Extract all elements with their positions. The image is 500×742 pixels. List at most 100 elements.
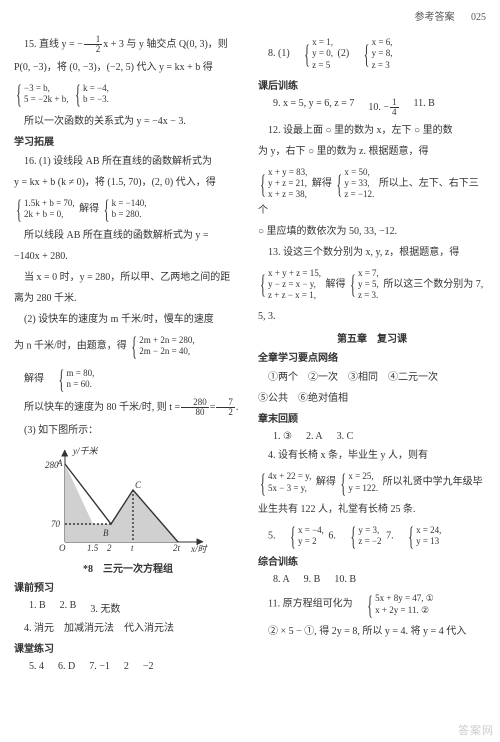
ans-7a: 7. −1 <box>89 661 110 672</box>
brace-4: 4x + 22 = y,5x − 3 = y, <box>260 471 311 494</box>
xtick-t: t <box>131 543 134 553</box>
ans-11: 11. B <box>414 98 435 117</box>
distance-chart: y/千米 x/时 280 70 O 1.5 2 t 2t A B C <box>43 444 213 554</box>
ans-zh8: 8. A <box>273 574 290 585</box>
heading-ktlx: 课堂练习 <box>14 642 242 657</box>
net2: ⑤公共 ⑥绝对值相 <box>258 391 486 406</box>
brace-sys3: 2m + 2n = 280,2m − 2n = 40, <box>131 335 194 358</box>
ans-6: 6. D <box>58 661 75 672</box>
brace-sys1: −3 = b,5 = −2k + b, <box>16 83 68 106</box>
page-header: 参考答案 025 <box>14 8 486 23</box>
p13c: 5, 3. <box>258 309 486 324</box>
content-columns: 15. 直线 y = −12x + 3 与 y 轴交点 Q(0, 3)，则 P(… <box>14 35 486 678</box>
label-A: A <box>56 458 63 468</box>
brace-13: x + y + z = 15,y − z = x − y,z + z − x =… <box>260 268 321 302</box>
frac-7-2: 72 <box>216 398 235 417</box>
p15-conc: 所以一次函数的关系式为 y = −4x − 3. <box>14 114 242 129</box>
brace-sys1sol: k = −4,b = −3. <box>75 83 109 106</box>
p13a: 13. 设这三个数分别为 x, y, z，根据题意，得 <box>258 245 486 260</box>
p16c: 所以线段 AB 所在直线的函数解析式为 y = <box>14 228 242 243</box>
heading-zhxl: 综合训练 <box>258 555 486 570</box>
chart-ylabel: y/千米 <box>72 446 98 456</box>
ans-z3: 3. C <box>337 431 354 442</box>
p16k: (3) 如下图所示： <box>14 423 242 438</box>
p16j: 所以快车的速度为 80 千米/时, 则 t =28080=72. <box>14 398 242 417</box>
p16f: 离为 280 千米. <box>14 291 242 306</box>
p16-sys2: 1.5k + b = 70,2k + b = 0, 解得 k = −140,b … <box>14 196 242 223</box>
section-fx-title: 第五章 复习课 <box>258 330 486 345</box>
brace-12sol: x = 50,y = 33,z = −12. <box>336 167 374 201</box>
p16a: 16. (1) 设线段 AB 所在直线的函数解析式为 <box>14 154 242 169</box>
frac-1-4: 14 <box>390 98 399 117</box>
section-8-title: *8 三元一次方程组 <box>14 560 242 575</box>
brace-sys3sol: m = 80,n = 60. <box>49 368 95 391</box>
p16h: 为 n 千米/时，由题意，得 2m + 2n = 280,2m − 2n = 4… <box>14 333 242 360</box>
p11b: ② × 5 − ①, 得 2y = 8, 所以 y = 4. 将 y = 4 代… <box>258 624 486 639</box>
p16b: y = kx + b (k ≠ 0)，将 (1.5, 70)，(2, 0) 代入… <box>14 175 242 190</box>
header-label: 参考答案 <box>415 12 455 23</box>
p13-sys: x + y + z = 15,y − z = x − y,z + z − x =… <box>258 266 486 304</box>
p16e: 当 x = 0 时，y = 280，所以甲、乙两地之间的距 <box>14 270 242 285</box>
ans-z2: 2. A <box>306 431 323 442</box>
heading-kqyx: 课前预习 <box>14 581 242 596</box>
heading-khxl: 课后训练 <box>258 79 486 94</box>
p8: 8. (1) x = 1,y = 0,z = 5 (2) x = 6,y = 8… <box>258 35 486 73</box>
ans-zh9: 9. B <box>304 574 321 585</box>
label-C: C <box>135 480 142 490</box>
p4a: 4. 设有长椅 x 条，毕业生 y 人，则有 <box>258 448 486 463</box>
right-column: 8. (1) x = 1,y = 0,z = 5 (2) x = 6,y = 8… <box>258 35 486 678</box>
xtick-2t: 2t <box>173 543 181 553</box>
row-kt: 5. 4 6. D 7. −1 2 −2 <box>29 661 242 672</box>
p11a: 11. 原方程组可化为 5x + 8y = 47, ①x + 2y = 11. … <box>258 591 486 618</box>
frac-280-80: 28080 <box>181 398 209 417</box>
page-number: 025 <box>471 12 486 23</box>
ans-3: 3. 无数 <box>90 600 120 615</box>
p4-sys: 4x + 22 = y,5x − 3 = y, 解得 x = 25,y = 12… <box>258 469 486 496</box>
heading-zmhg: 章末回顾 <box>258 412 486 427</box>
p12a: 12. 设最上面 ○ 里的数为 x，左下 ○ 里的数 <box>258 123 486 138</box>
ans-2b: 2. B <box>60 600 77 615</box>
brace-8a: x = 1,y = 0,z = 5 <box>294 37 333 71</box>
p12d: ○ 里应填的数依次为 50, 33, −12. <box>258 224 486 239</box>
brace-11: 5x + 8y = 47, ①x + 2y = 11. ② <box>357 593 434 616</box>
ans-zh10: 10. B <box>334 574 356 585</box>
ans-7b: 2 <box>124 661 129 672</box>
p16d: −140x + 280. <box>14 249 242 264</box>
xtick-2: 2 <box>107 543 112 553</box>
ans-5: 5. 4 <box>29 661 44 672</box>
p4c: 业生共有 122 人，礼堂有长椅 25 条. <box>258 502 486 517</box>
left-column: 15. 直线 y = −12x + 3 与 y 轴交点 Q(0, 3)，则 P(… <box>14 35 242 678</box>
brace-sys2sol: k = −140,b = 280. <box>104 198 147 221</box>
brace-4sol: x = 25,y = 122. <box>340 471 378 494</box>
p16g: (2) 设快车的速度为 m 千米/时，慢车的速度 <box>14 312 242 327</box>
brace-sys2: 1.5k + b = 70,2k + b = 0, <box>16 198 75 221</box>
ans-10: 10. −14 <box>368 98 399 117</box>
p12-sys: x + y = 83,y + z = 21,x + z = 38, 解得 x =… <box>258 165 486 218</box>
p15-line2: P(0, −3)，将 (0, −3)，(−2, 5) 代入 y = kx + b… <box>14 60 242 75</box>
brace-13sol: x = 7,y = 5,z = 3. <box>350 268 379 302</box>
brace-8b: x = 6,y = 8,z = 3 <box>354 37 393 71</box>
ans-1b: 1. B <box>29 600 46 615</box>
heading-xxtz: 学习拓展 <box>14 135 242 150</box>
brace-5c: x = 24,y = 13 <box>398 525 441 548</box>
chart-xlabel: x/时 <box>190 544 208 554</box>
p16i: 解得 m = 80,n = 60. <box>14 366 242 393</box>
p12b: 为 y，右下 ○ 里的数为 z. 根据题意，得 <box>258 144 486 159</box>
ans-z1: 1. ③ <box>273 431 292 442</box>
label-B: B <box>103 528 109 538</box>
p15-line1: 15. 直线 y = −12x + 3 与 y 轴交点 Q(0, 3)，则 <box>14 35 242 54</box>
p15-sys: −3 = b,5 = −2k + b, k = −4,b = −3. <box>14 81 242 108</box>
frac-half: 12 <box>84 35 103 54</box>
p5-row: 5. x = −4,y = 2 6. y = 3,z = −2 7. x = 2… <box>258 523 486 550</box>
ytick-70: 70 <box>51 519 61 529</box>
heading-qz: 全章学习要点网络 <box>258 351 486 366</box>
rowz: 1. ③ 2. A 3. C <box>273 431 486 442</box>
brace-12: x + y = 83,y + z = 21,x + z = 38, <box>260 167 307 201</box>
xtick-15: 1.5 <box>87 543 99 553</box>
xtick-O: O <box>59 543 66 553</box>
row-kq1: 1. B 2. B 3. 无数 <box>29 600 242 615</box>
row9: 9. x = 5, y = 6, z = 7 10. −14 11. B <box>273 98 486 117</box>
ans-9: 9. x = 5, y = 6, z = 7 <box>273 98 354 117</box>
p-elim: 4. 消元 加减消元法 代入消元法 <box>14 621 242 636</box>
rowzh: 8. A 9. B 10. B <box>273 574 486 585</box>
